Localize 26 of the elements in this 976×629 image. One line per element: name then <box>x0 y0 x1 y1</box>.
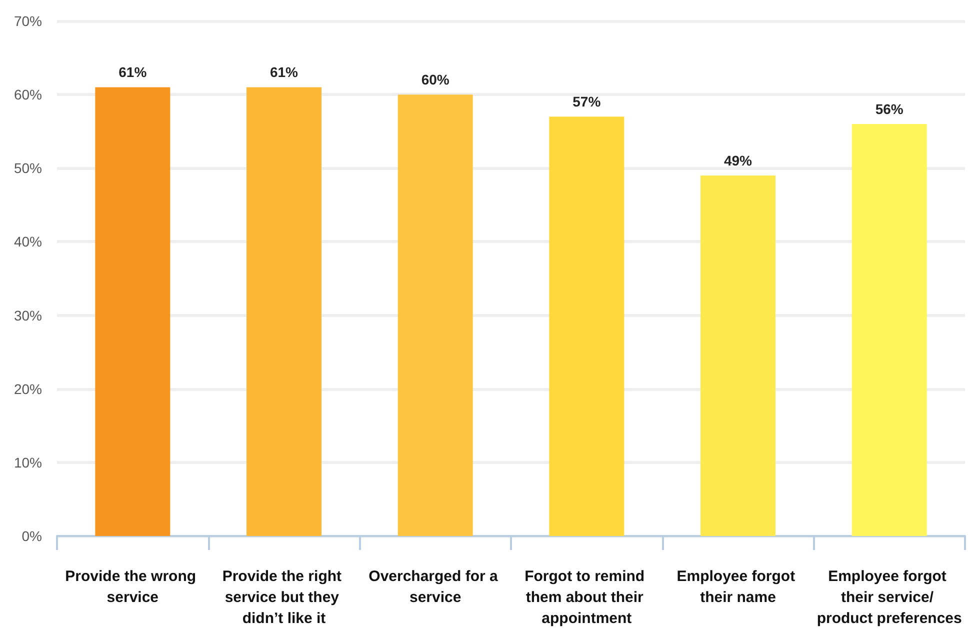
x-tick-label: Overcharged for a service <box>368 568 502 606</box>
data-label: 57% <box>572 94 602 110</box>
bar <box>95 87 170 536</box>
data-label: 56% <box>875 101 904 117</box>
bar <box>549 116 624 536</box>
x-tick-label: Employee forgot their service/ product preferences <box>816 568 962 627</box>
x-tick-label: Forgot to remind them about their appointment <box>524 568 649 627</box>
y-tick-label: 30% <box>14 307 42 324</box>
y-tick-label: 20% <box>14 380 42 397</box>
x-tick-label: Employee forgot their name <box>676 568 800 606</box>
y-tick-label: 70% <box>14 13 42 29</box>
bar <box>398 94 473 536</box>
y-tick-label: 0% <box>22 528 42 544</box>
y-tick-label: 40% <box>14 234 42 250</box>
data-label: 49% <box>724 152 753 168</box>
data-label: 61% <box>270 64 299 80</box>
y-tick-label: 10% <box>14 454 42 470</box>
y-tick-label: 60% <box>14 86 42 103</box>
bar <box>246 87 322 536</box>
bar <box>700 176 776 536</box>
bar <box>852 124 927 536</box>
x-tick-label: Provide the right service but they didn’t like it <box>222 568 346 627</box>
data-label: 60% <box>421 72 450 88</box>
y-tick-label: 50% <box>14 160 42 176</box>
data-label: 61% <box>118 64 148 80</box>
x-tick-label: Provide the wrong service <box>65 568 200 606</box>
